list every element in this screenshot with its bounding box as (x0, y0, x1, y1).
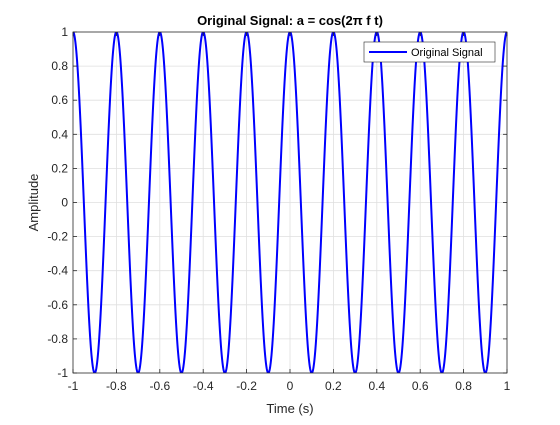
y-tick-label: -1 (57, 366, 68, 380)
x-tick-label: -0.6 (149, 379, 170, 393)
y-tick-label: -0.6 (47, 298, 68, 312)
y-tick-label: 0.4 (51, 127, 68, 141)
x-tick-label: 0 (287, 379, 294, 393)
x-tick-label: -0.8 (106, 379, 127, 393)
x-tick-label: 0.8 (455, 379, 472, 393)
x-tick-label: -0.2 (236, 379, 257, 393)
legend: Original Signal (363, 41, 496, 63)
series-line-original-signal (73, 32, 507, 373)
y-tick-label: 0.2 (51, 161, 68, 175)
legend-box (363, 41, 496, 63)
legend-label-original-signal: Original Signal (411, 47, 483, 59)
y-tick-label: 0.6 (51, 93, 68, 107)
y-axis-label: Amplitude (26, 174, 41, 232)
x-tick-label: -1 (68, 379, 79, 393)
y-tick-label: -0.2 (47, 230, 68, 244)
series-layer (73, 32, 507, 373)
x-axis-label: Time (s) (266, 401, 313, 416)
x-tick-label: 0.2 (325, 379, 342, 393)
y-tick-label: 1 (61, 25, 68, 39)
y-tick-label: 0 (61, 196, 68, 210)
y-tick-label: -0.8 (47, 332, 68, 346)
x-tick-label: 0.6 (412, 379, 429, 393)
y-tick-label: 0.8 (51, 59, 68, 73)
x-tick-label: 0.4 (368, 379, 385, 393)
chart-title: Original Signal: a = cos(2π f t) (197, 13, 383, 28)
x-tick-label: 1 (504, 379, 511, 393)
ticks: -1 -0.8 -0.6 -0.4 -0.2 0 0.2 0.4 0.6 0.8 1 -1 -0.8 -0… (47, 25, 510, 393)
x-tick-label: -0.4 (193, 379, 214, 393)
y-tick-label: -0.4 (47, 264, 68, 278)
